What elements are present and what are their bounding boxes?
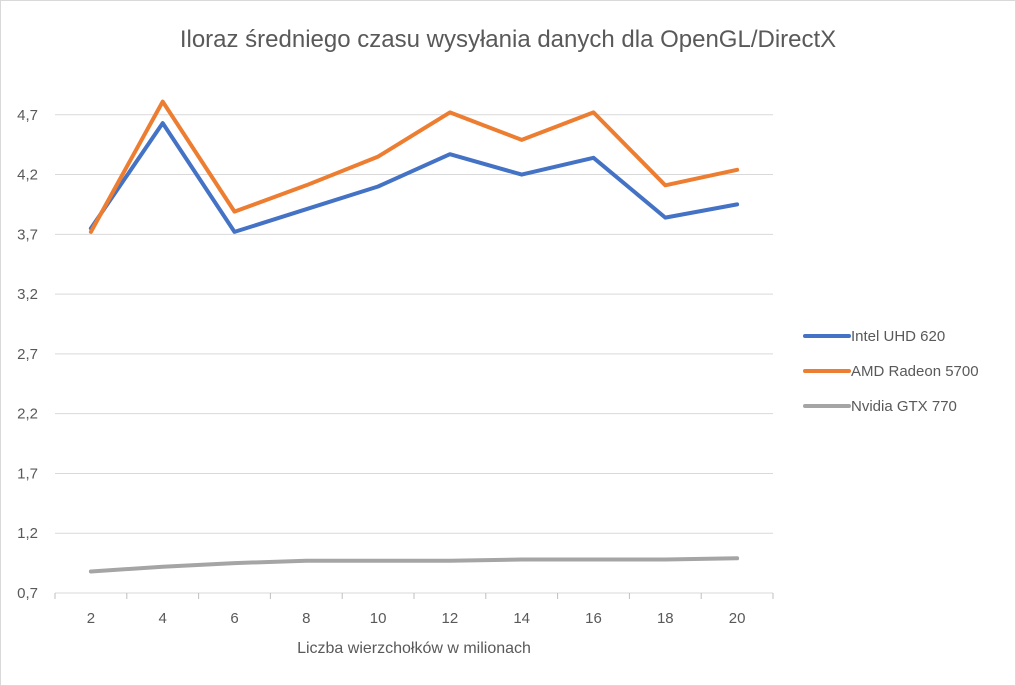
x-tick-label: 18 <box>657 610 674 627</box>
x-tick-label: 12 <box>442 610 459 627</box>
x-axis-title: Liczba wierzchołków w milionach <box>297 640 531 657</box>
series-line-3 <box>88 556 740 574</box>
y-tick-label: 1,2 <box>17 525 38 542</box>
y-tick-label: 4,2 <box>17 167 38 184</box>
x-tick-label: 6 <box>230 610 238 627</box>
legend: Intel UHD 620 AMD Radeon 5700 Nvidia GTX 7… <box>803 328 979 415</box>
y-tick-label: 2,2 <box>17 406 38 423</box>
x-tick-label: 4 <box>159 610 167 627</box>
y-tick-label: 3,7 <box>17 226 38 243</box>
x-tick-label: 10 <box>370 610 387 627</box>
x-tick-label: 16 <box>585 610 602 627</box>
x-tick-label: 14 <box>513 610 530 627</box>
x-axis-ticks: 2 4 6 8 10 12 14 16 18 20 <box>54 593 774 627</box>
x-tick-label: 8 <box>302 610 310 627</box>
y-tick-label: 0,7 <box>17 585 38 602</box>
y-tick-label: 2,7 <box>17 346 38 363</box>
legend-label: Intel UHD 620 <box>851 328 945 345</box>
series-line-2 <box>88 99 740 234</box>
series-lines <box>88 99 740 574</box>
legend-label: AMD Radeon 5700 <box>851 363 979 380</box>
gridlines <box>55 114 773 594</box>
chart-title: Iloraz średniego czasu wysyłania danych … <box>180 26 836 53</box>
x-tick-label: 20 <box>729 610 746 627</box>
y-tick-label: 1,7 <box>17 465 38 482</box>
y-tick-label: 3,2 <box>17 286 38 303</box>
series-line-1 <box>88 121 740 234</box>
y-axis-ticks: 0,7 1,2 1,7 2,2 2,7 3,2 3,7 4,2 4,7 <box>17 107 38 602</box>
legend-label: Nvidia GTX 770 <box>851 398 957 415</box>
x-tick-label: 2 <box>87 610 95 627</box>
y-tick-label: 4,7 <box>17 107 38 124</box>
